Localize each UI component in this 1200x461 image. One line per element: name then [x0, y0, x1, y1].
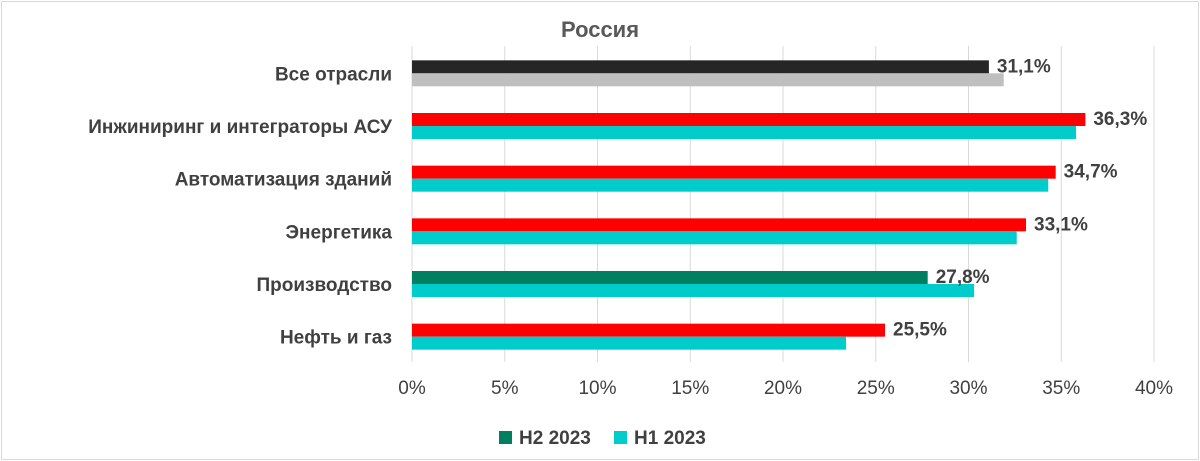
- bar-h2-2023: [412, 323, 886, 337]
- bar-h1-2023: [412, 126, 1077, 139]
- bar-h2-2023: [412, 271, 928, 284]
- bar-h1-2023: [412, 336, 847, 350]
- bar-h1-2023: [412, 284, 975, 297]
- data-label: 25,5%: [893, 320, 947, 341]
- bar-h2-2023: [412, 60, 989, 74]
- category-labels: Все отрасли Инжиниринг и интеграторы АСУ А…: [88, 64, 392, 348]
- x-tick-label: 40%: [1135, 378, 1173, 399]
- bar-h2-2023: [412, 113, 1086, 126]
- legend-label: H2 2023: [519, 428, 591, 449]
- legend-label: H1 2023: [634, 428, 706, 449]
- category-label: Все отрасли: [275, 64, 392, 85]
- bar-h2-2023: [412, 218, 1027, 232]
- data-labels: 31,1% 36,3% 34,7% 33,1% 27,8% 25,5%: [893, 56, 1147, 340]
- x-tick-label: 10%: [578, 378, 616, 399]
- x-tick-label: 35%: [1042, 378, 1080, 399]
- bar-h1-2023: [412, 231, 1017, 245]
- x-tick-label: 30%: [949, 378, 987, 399]
- legend: H2 2023 H1 2023: [499, 428, 706, 449]
- data-label: 27,8%: [936, 267, 990, 288]
- bar-h1-2023: [412, 73, 1004, 87]
- x-tick-label: 20%: [764, 378, 802, 399]
- category-label: Нефть и газ: [280, 328, 392, 349]
- legend-swatch: [614, 431, 627, 444]
- data-label: 33,1%: [1034, 214, 1088, 235]
- x-tick-label: 15%: [671, 378, 709, 399]
- data-label: 31,1%: [997, 56, 1051, 77]
- gridlines: [411, 46, 1155, 362]
- category-label: Производство: [257, 275, 393, 296]
- bars: [412, 60, 1086, 350]
- chart-title: Россия: [561, 17, 639, 42]
- bar-h1-2023: [412, 178, 1049, 192]
- x-axis-ticks: 0% 5% 10% 15% 20% 25% 30% 35% 40%: [398, 378, 1173, 399]
- x-tick-label: 25%: [857, 378, 895, 399]
- category-label: Автоматизация зданий: [175, 170, 392, 191]
- data-label: 34,7%: [1064, 162, 1118, 183]
- x-tick-label: 0%: [398, 378, 426, 399]
- category-label: Инжиниринг и интеграторы АСУ: [88, 117, 392, 138]
- x-tick-label: 5%: [491, 378, 519, 399]
- legend-swatch: [499, 431, 512, 444]
- category-label: Энергетика: [286, 222, 393, 243]
- data-label: 36,3%: [1093, 109, 1147, 130]
- bar-h2-2023: [412, 165, 1056, 179]
